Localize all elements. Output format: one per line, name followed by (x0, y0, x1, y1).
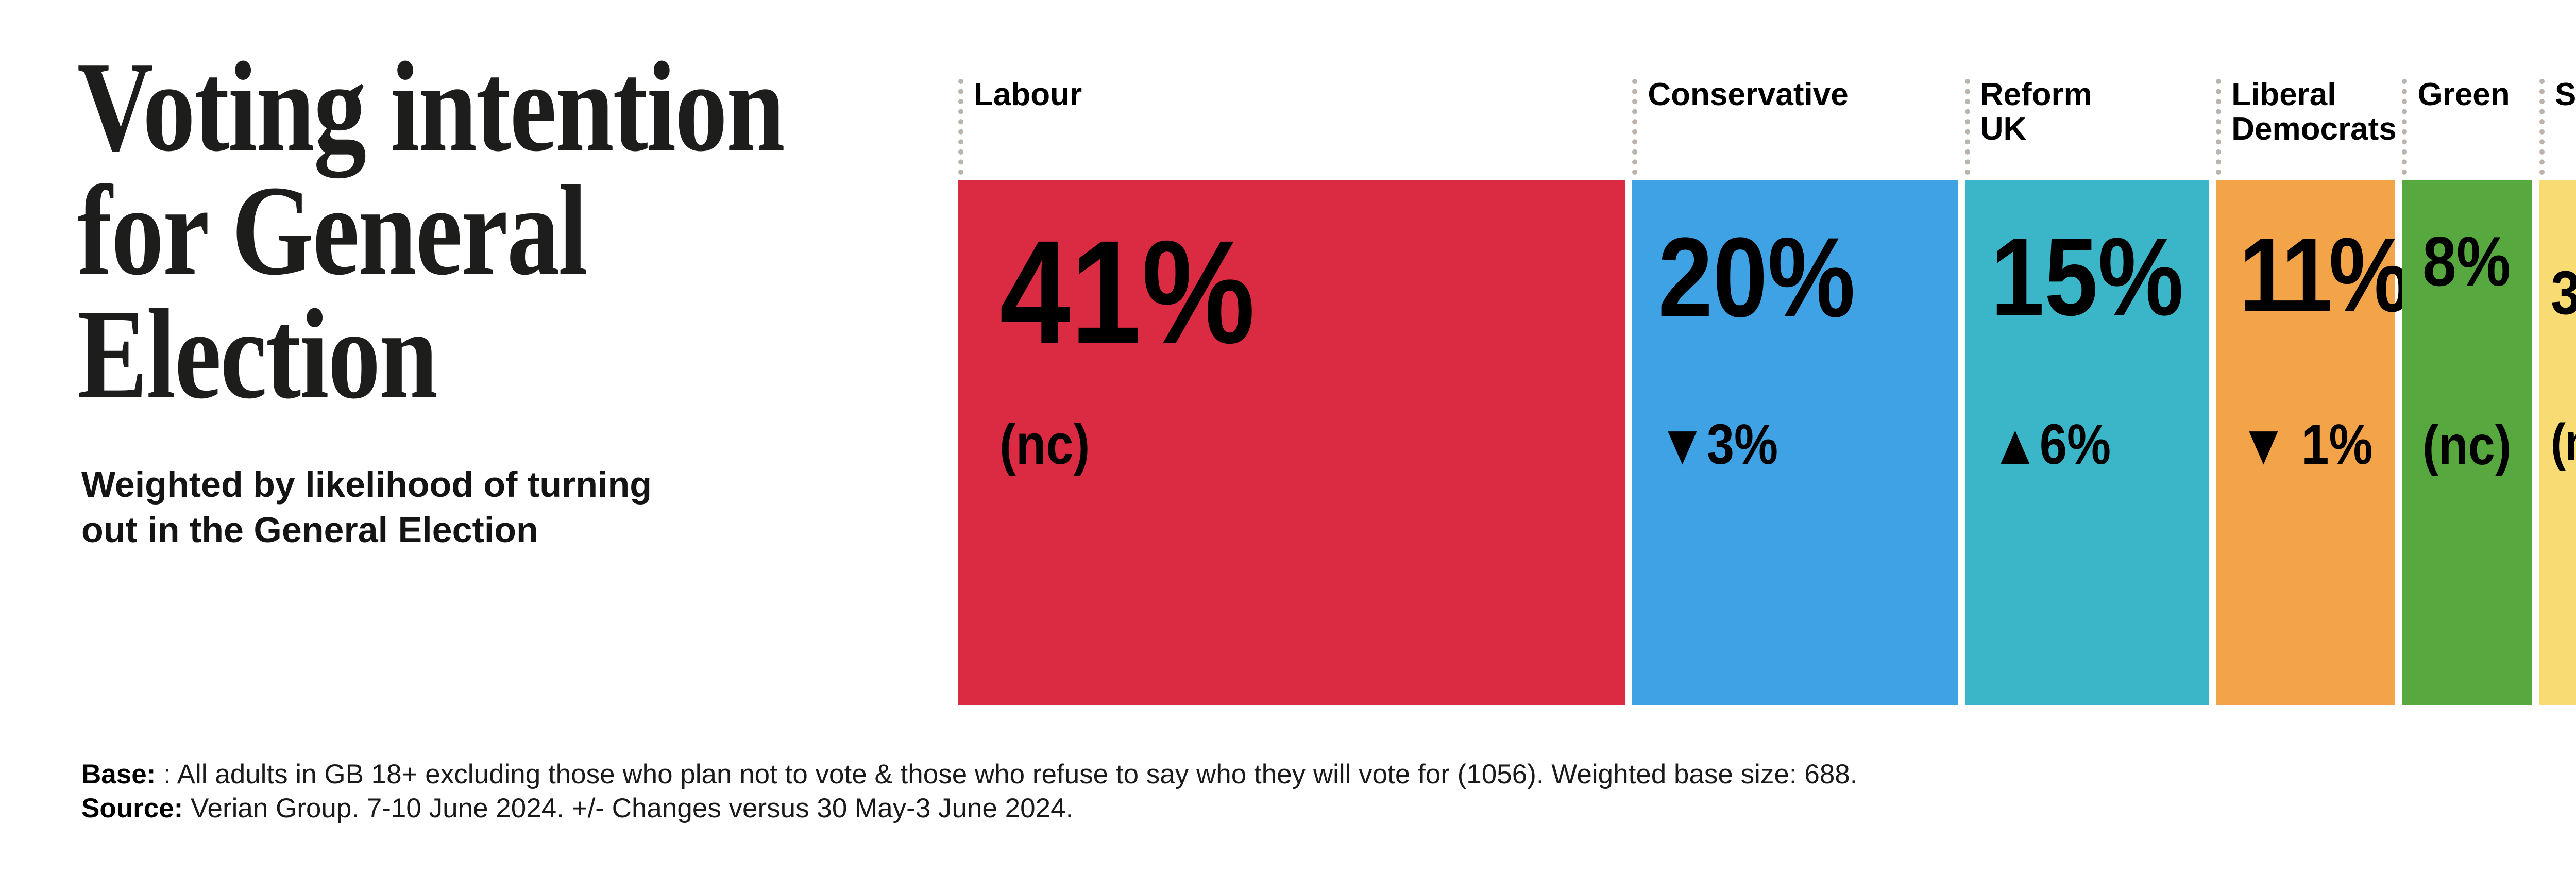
footer-base-line: Base: : All adults in GB 18+ excluding t… (81, 758, 1858, 792)
bar-change-conservative: ▼3% (1658, 413, 1778, 476)
bar-value-conservative: 20% (1658, 214, 1856, 341)
bar-column-liberal-democrats: Liberal Democrats 11% ▼ 1% (2216, 77, 2411, 705)
bar-segment-snp: 3% (nc) (2539, 180, 2576, 705)
footer-source-text: Verian Group. 7-10 June 2024. +/- Change… (183, 793, 1074, 824)
dotted-tick-line (2216, 79, 2222, 175)
bar-change-snp: (nc) (2551, 413, 2576, 471)
bar-header-liberal-democrats: Liberal Democrats (2216, 77, 2397, 180)
party-label-snp: SNP (2555, 77, 2576, 112)
footer-base-label: Base: (81, 759, 156, 790)
bar-value-reform-uk: 15% (1990, 214, 2184, 339)
dotted-tick-line (2402, 79, 2408, 175)
bar-change-green: (nc) (2422, 414, 2512, 476)
bar-value-labour: 41% (999, 210, 1256, 374)
bar-segment-reform-uk: 15% ▲6% (1964, 180, 2209, 705)
bar-segment-liberal-democrats: 11% ▼ 1% (2216, 180, 2411, 705)
bar-column-snp: SNP 3% (nc) (2539, 77, 2576, 705)
bar-column-conservative: Conservative 20% ▼3% (1632, 77, 1958, 705)
bar-header-reform-uk: Reform UK (1964, 77, 2209, 180)
party-label-conservative: Conservative (1648, 77, 1849, 112)
dotted-tick-line (1964, 79, 1970, 175)
bar-segment-conservative: 20% ▼3% (1632, 180, 1958, 705)
dotted-tick-line (1632, 79, 1638, 175)
bar-segment-green: 8% (nc) (2402, 180, 2533, 705)
bar-change-reform-uk: ▲6% (1990, 413, 2111, 476)
bar-column-labour: Labour 41% (nc) (958, 77, 1625, 705)
footer-source-line: Source: Verian Group. 7-10 June 2024. +/… (81, 792, 1858, 826)
party-label-reform-uk: Reform UK (1980, 77, 2092, 147)
party-label-labour: Labour (974, 77, 1082, 112)
bar-segment-labour: 41% (nc) (958, 180, 1625, 705)
bar-header-snp: SNP (2539, 77, 2576, 180)
bar-column-reform-uk: Reform UK 15% ▲6% (1964, 77, 2209, 705)
bar-header-labour: Labour (958, 77, 1625, 180)
party-label-liberal-democrats: Liberal Democrats (2231, 77, 2397, 147)
bar-change-liberal-democrats: ▼ 1% (2239, 413, 2373, 476)
dotted-tick-line (958, 79, 963, 175)
footer-notes: Base: : All adults in GB 18+ excluding t… (81, 758, 1858, 826)
page-subtitle: Weighted by likelihood of turning out in… (81, 464, 652, 550)
dotted-tick-line (2539, 79, 2545, 175)
bar-header-green: Green (2402, 77, 2532, 180)
footer-base-text: : All adults in GB 18+ excluding those w… (156, 759, 1858, 790)
page-title: Voting intention for General Election (77, 36, 785, 426)
bar-column-green: Green 8% (nc) (2402, 77, 2533, 705)
bar-value-liberal-democrats: 11% (2239, 216, 2411, 334)
footer-source-label: Source: (81, 793, 183, 824)
voting-intention-stacked-bar: Labour 41% (nc) Conservative 20% ▼3% Ref… (958, 77, 2576, 705)
bar-change-labour: (nc) (999, 413, 1090, 476)
bar-value-snp: 3% (2551, 257, 2576, 328)
bar-header-conservative: Conservative (1632, 77, 1957, 180)
bar-value-green: 8% (2422, 222, 2511, 300)
party-label-green: Green (2417, 77, 2510, 112)
